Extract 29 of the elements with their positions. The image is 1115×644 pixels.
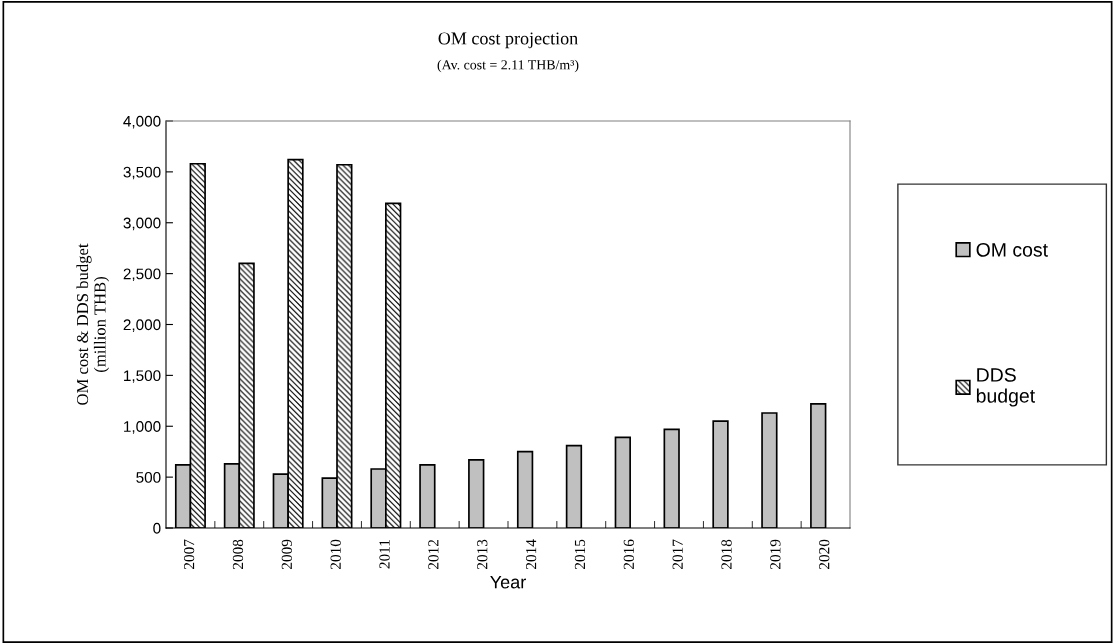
x-axis-title: Year <box>490 575 526 589</box>
y-tick-label: 3,500 <box>123 166 161 180</box>
x-tick-label: 2008 <box>232 539 244 569</box>
y-tick-label: 2,000 <box>123 319 161 332</box>
x-tick-label: 2013 <box>477 539 488 569</box>
y-tick-label: 1,500 <box>124 370 161 383</box>
x-tick-label: 2010 <box>330 539 341 569</box>
x-tick-label: 2016 <box>623 539 634 569</box>
x-tick-label: 2020 <box>819 539 830 569</box>
y-tick-label: 500 <box>136 471 161 483</box>
y-tick-label: 2,500 <box>123 268 161 282</box>
x-tick-label: 2009 <box>281 539 292 569</box>
y-tick-label: 4,000 <box>123 115 161 129</box>
x-tick-label: 2014 <box>525 539 537 569</box>
chart-title: OM cost projection <box>438 32 578 49</box>
y-tick-label: 1,000 <box>124 421 161 434</box>
y-tick-label: 3,000 <box>123 217 161 231</box>
x-tick-label: 2012 <box>428 539 439 569</box>
y-tick-label: 0 <box>153 522 161 534</box>
x-tick-label: 2017 <box>672 539 683 569</box>
x-tick-label: 2019 <box>770 539 781 569</box>
x-tick-label: 2018 <box>721 539 732 569</box>
legend-label: DDS budget <box>976 368 1035 407</box>
y-axis-title: OM cost & DDS budget (million THB) <box>76 243 110 405</box>
x-tick-label: 2007 <box>183 539 195 569</box>
chart-subtitle: (Av. cost = 2.11 THB/m³) <box>437 59 579 73</box>
legend-label: OM cost <box>976 242 1048 257</box>
x-tick-label: 2011 <box>379 540 390 569</box>
x-tick-label: 2015 <box>574 539 586 569</box>
